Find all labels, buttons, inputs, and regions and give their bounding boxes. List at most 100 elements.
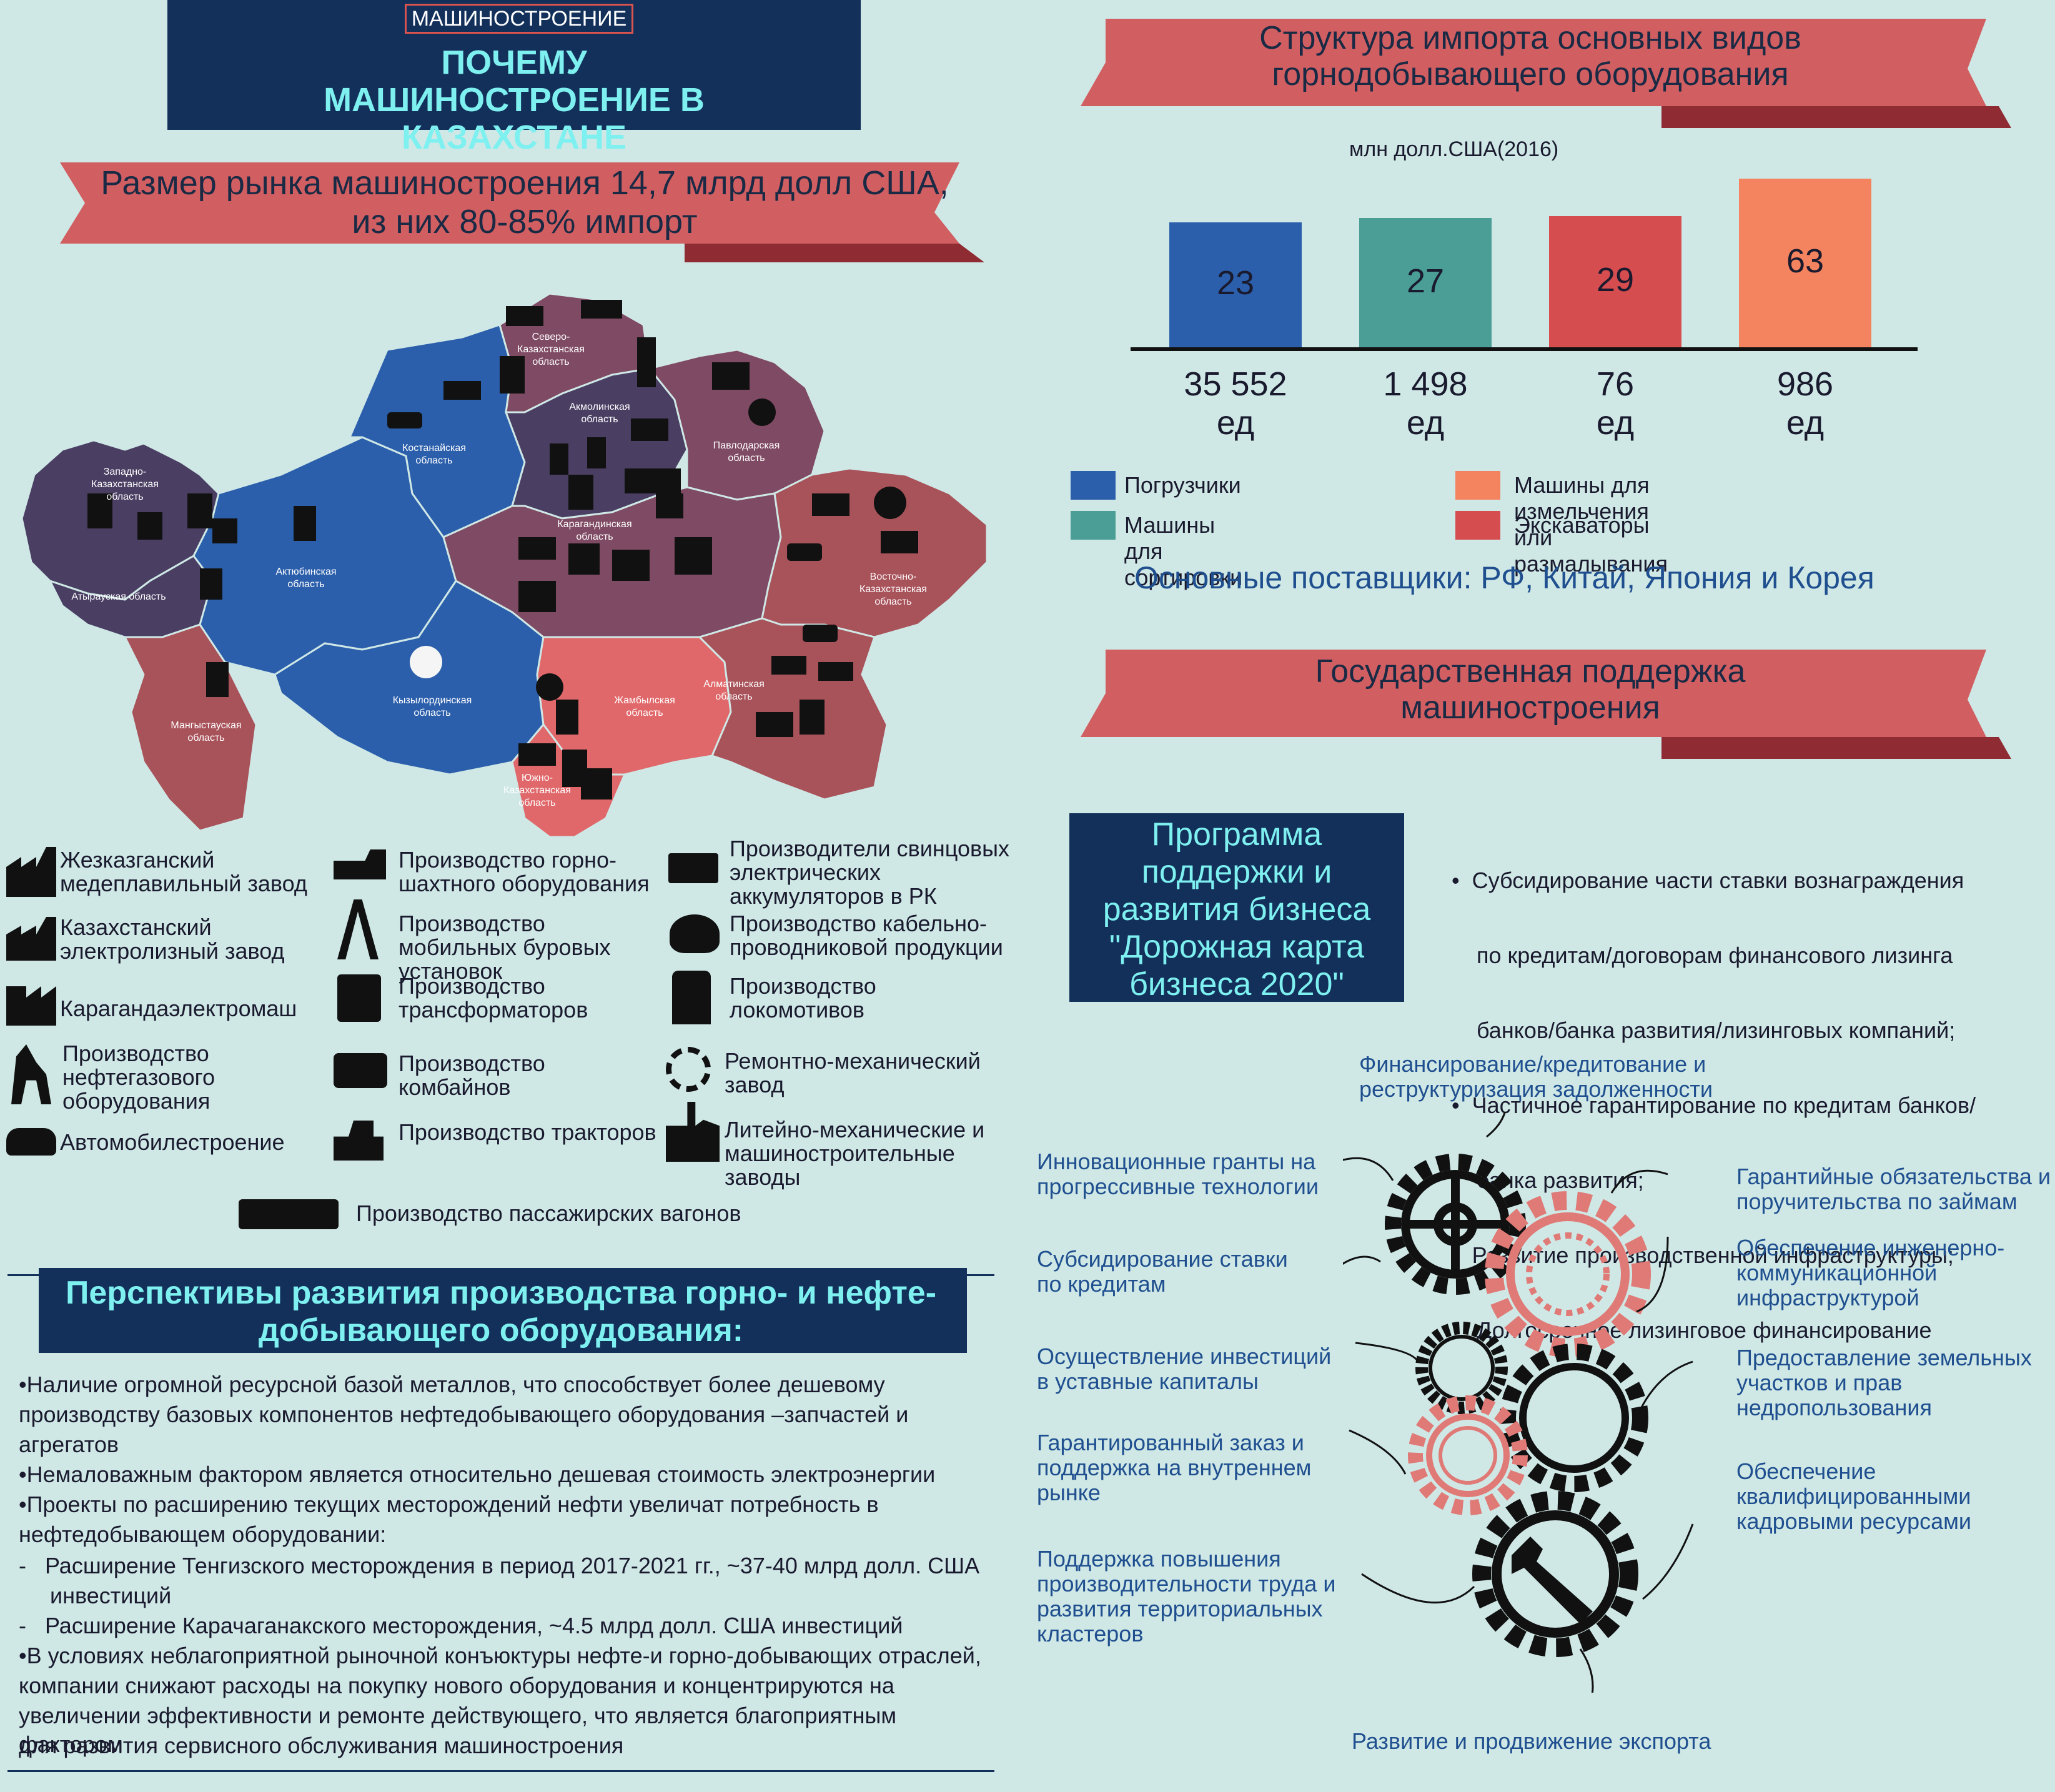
- legend-item-1-3: Карагандаэлектромаш: [60, 996, 297, 1021]
- mining-truck-icon: [334, 849, 386, 879]
- perspective-line: - Расширение Тенгизского месторождения в…: [19, 1553, 980, 1578]
- region-label-atyrau: Атырауская область: [71, 592, 166, 602]
- gear-label-left-3: Осуществление инвестиций в уставные капи…: [1037, 1344, 1331, 1394]
- cable-icon: [670, 914, 720, 953]
- region-label-zhambyl: Жамбылская: [614, 695, 675, 706]
- gear-label-line: Инновационные гранты на: [1037, 1149, 1316, 1174]
- region-label-kostanay-2: область: [415, 455, 452, 466]
- gear-label-line: производительности труда и: [1037, 1571, 1336, 1596]
- legend-item-1-1: Жезказганский медеплавильный завод: [60, 847, 307, 896]
- bar-value-label: 29: [1596, 260, 1635, 299]
- main-title-banner: МАШИНОСТРОЕНИЕ ПОЧЕМУ МАШИНОСТРОЕНИЕ В К…: [167, 0, 861, 156]
- market-ribbon: [60, 162, 984, 262]
- gear-label-line: рынке: [1037, 1480, 1101, 1505]
- combine-icon: [334, 1053, 387, 1088]
- drilling-rig-icon: [637, 337, 656, 387]
- kazakhstan-map: Северо- Казахстанская область Костанайск…: [21, 292, 988, 838]
- bar-2: 29: [1549, 215, 1681, 347]
- gear-label-line: кадровыми ресурсами: [1736, 1508, 1972, 1534]
- transformer-icon: [212, 518, 237, 543]
- factory-icon: [712, 362, 750, 390]
- locomotive-icon: [550, 443, 568, 475]
- gear-label-line: коммуникационной: [1736, 1260, 1938, 1285]
- support-ribbon: [1081, 650, 2011, 759]
- region-label-west-2: Казахстанская: [91, 479, 159, 490]
- arrow: [1636, 1236, 1669, 1313]
- gear-label-left-5: Поддержка повышения производительности т…: [1037, 1547, 1335, 1646]
- locomotive-icon: [587, 437, 606, 468]
- gear-label-line: кластеров: [1037, 1621, 1144, 1646]
- import-title: Структура импорта основных видов горнодо…: [1124, 20, 1936, 92]
- legend-label-excavators: Экскаваторы: [1514, 512, 1650, 538]
- gear-label-left-2: Субсидирование ставки по кредитам: [1037, 1247, 1288, 1297]
- region-label-east: Восточно-: [870, 572, 917, 582]
- legend-item-1-2: Казахстанский электролизный завод: [60, 914, 285, 964]
- bar-value-label: 27: [1406, 262, 1445, 300]
- bar-units-word: ед: [1216, 404, 1255, 442]
- region-label-south-3: область: [518, 798, 555, 808]
- legend-swatch-loaders: [1071, 471, 1116, 500]
- oil-pump-icon: [200, 568, 222, 600]
- region-label-akmola: Акмолинская: [569, 402, 630, 412]
- bar-3: 63: [1739, 179, 1871, 347]
- mining-truck-icon: [581, 300, 622, 319]
- perspective-line: - Расширение Карачаганакского месторожде…: [19, 1613, 903, 1638]
- oil-pump-icon: [500, 356, 525, 394]
- support-title: Государственная поддержка машиностроения: [1124, 653, 1936, 726]
- region-label-south: Южно-: [522, 773, 553, 783]
- perspective-line: •Проекты по расширению текущих месторожд…: [19, 1492, 879, 1517]
- gear-label-line: Субсидирование ставки: [1037, 1246, 1288, 1272]
- perspective-line: •Немаловажным фактором является относите…: [19, 1462, 936, 1487]
- market-line-1: Размер рынка машиностроения 14,7 млрд до…: [101, 164, 949, 202]
- arrow: [1343, 1255, 1381, 1265]
- bar-units-label: 35 552: [1184, 365, 1287, 403]
- transformer-icon: [337, 974, 381, 1022]
- program-title: Программа поддержки и развития бизнеса "…: [1069, 816, 1404, 1003]
- factory-icon: [6, 847, 56, 897]
- region-label-west: Западно-: [104, 467, 147, 477]
- market-line-2: из них 80-85% импорт: [352, 203, 698, 240]
- region-label-north-3: область: [532, 357, 569, 367]
- program-box: Программа поддержки и развития бизнеса "…: [1069, 813, 1404, 1002]
- program-line: поддержки и: [1141, 854, 1332, 890]
- region-label-kyzylorda-2: область: [413, 708, 450, 718]
- legend-item-1-4: Производство нефтегазового оборудования: [62, 1041, 215, 1114]
- program-line: "Дорожная карта: [1109, 929, 1365, 965]
- gear-icon: [1485, 1191, 1651, 1357]
- car-icon: [787, 543, 822, 561]
- perspective-line: инвестиций: [19, 1583, 172, 1608]
- tractor-icon: [518, 743, 556, 766]
- tractor-icon: [812, 493, 849, 516]
- factory-icon: [6, 917, 56, 961]
- region-label-south-2: Казахстанская: [503, 785, 571, 796]
- gear-label-right-1: Гарантийные обязательства и поручительст…: [1736, 1164, 2051, 1214]
- support-title-line-2: машиностроения: [1400, 690, 1660, 726]
- legend-item-2-1: Производство горно-шахтного оборудования: [399, 847, 650, 896]
- gear-label-right-2: Обеспечение инженерно- коммуникационной …: [1736, 1235, 2004, 1310]
- arrow: [1343, 1157, 1394, 1181]
- car-icon: [803, 625, 838, 642]
- tractor-icon: [506, 306, 543, 326]
- section-tag: МАШИНОСТРОЕНИЕ: [405, 4, 633, 34]
- perspective-line: компании снижают расходы на покупку ново…: [19, 1673, 894, 1698]
- region-label-pavlodar-2: область: [728, 453, 765, 463]
- program-line: бизнеса 2020": [1129, 966, 1344, 1002]
- mining-truck-icon: [756, 712, 793, 737]
- battery-icon: [818, 662, 853, 681]
- perspective-line: агрегатов: [19, 1432, 119, 1457]
- plant-icon: [612, 550, 650, 581]
- bar-0: 23: [1169, 222, 1302, 347]
- suppliers-text: Основные поставщики: РФ, Китай, Япония и…: [1134, 560, 1874, 595]
- gear-label-line: Гарантированный заказ и: [1037, 1430, 1304, 1455]
- support-title-line-1: Государственная поддержка: [1315, 653, 1746, 690]
- gear-label-line: Осуществление инвестиций: [1037, 1344, 1332, 1369]
- arrow: [1486, 1112, 1506, 1138]
- legend-label-crushing: Машины для измельчения или размалывания: [1514, 472, 1668, 577]
- factory-icon: [568, 543, 600, 575]
- import-subtitle: млн долл.США(2016): [1349, 137, 1559, 161]
- region-label-almaty: Алматинская: [703, 679, 765, 690]
- oil-pump-icon: [11, 1044, 51, 1104]
- page-title: ПОЧЕМУ МАШИНОСТРОЕНИЕ В КАЗАХСТАНЕ: [324, 44, 705, 156]
- region-label-karaganda: Карагандинская: [557, 519, 631, 530]
- region-label-aktobe: Актюбинская: [275, 567, 336, 577]
